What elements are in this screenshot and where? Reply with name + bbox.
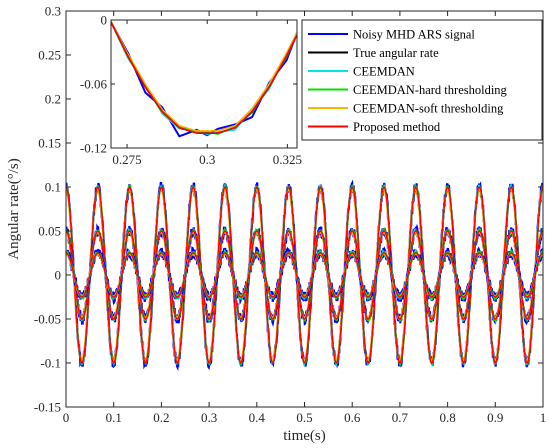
legend-box xyxy=(301,19,543,141)
legend-label-ceemdan-soft-thresholding: CEEMDAN-soft thresholding xyxy=(353,102,504,116)
y-tick-label: 0.1 xyxy=(45,180,61,195)
series-line-proposed-method-component-3 xyxy=(66,252,543,298)
main-plot-series xyxy=(66,179,543,372)
y-tick-label: -0.05 xyxy=(34,312,61,327)
inset-x-tick-label: 0.275 xyxy=(112,152,141,167)
x-tick-label: 0.4 xyxy=(249,410,266,425)
inset-series-line-ceemdan-soft-thresholding xyxy=(111,20,297,132)
inset-plot: 0.275 0.3 0.325 -0.12 -0.06 0 xyxy=(80,13,302,168)
series-line-proposed-method-component-1 xyxy=(66,186,543,364)
x-tick-label: 0.6 xyxy=(344,410,361,425)
inset-y-tick-label: 0 xyxy=(101,13,108,28)
y-tick-label: 0.05 xyxy=(38,224,61,239)
main-axes: 0 0.1 0.2 0.3 0.4 0.5 0.6 0.7 0.8 0.9 1 -0.15 -0.1 -0… xyxy=(34,4,546,426)
y-tick-label: 0.2 xyxy=(45,92,61,107)
y-axis-label: Angular rate(°/s) xyxy=(6,158,22,259)
x-tick-label: 0.5 xyxy=(296,410,312,425)
y-tick-label: -0.1 xyxy=(40,356,61,371)
x-tick-label: 1 xyxy=(540,410,547,425)
y-tick-label: 0.15 xyxy=(38,136,61,151)
legend-label-ceemdan: CEEMDAN xyxy=(353,65,415,79)
series-line-proposed-method-component-2 xyxy=(66,230,543,320)
inset-y-tick-label: -0.12 xyxy=(80,141,107,156)
x-tick-label: 0.2 xyxy=(153,410,169,425)
x-tick-label: 0 xyxy=(63,410,70,425)
legend: Noisy MHD ARS signal True angular rate CEE… xyxy=(301,19,543,141)
x-tick-label: 0.3 xyxy=(201,410,217,425)
x-tick-label: 0.7 xyxy=(392,410,409,425)
inset-y-tick-label: -0.06 xyxy=(80,77,108,92)
y-tick-label: 0 xyxy=(55,268,62,283)
x-tick-label: 0.8 xyxy=(439,410,455,425)
y-tick-label: -0.15 xyxy=(34,400,61,415)
series-line-ceemdan-soft-thresholding-component-1 xyxy=(66,188,543,362)
legend-label-ceemdan-hard-thresholding: CEEMDAN-hard thresholding xyxy=(353,83,508,97)
x-tick-label: 0.9 xyxy=(487,410,503,425)
series-line-ceemdan-soft-thresholding-component-2 xyxy=(66,231,543,319)
y-tick-label: 0.3 xyxy=(45,4,61,19)
legend-label-true-angular-rate: True angular rate xyxy=(353,46,439,60)
inset-series-line-proposed-method xyxy=(111,21,297,134)
y-tick-label: 0.25 xyxy=(38,48,61,63)
inset-x-tick-label: 0.3 xyxy=(199,152,215,167)
legend-label-proposed-method: Proposed method xyxy=(353,120,441,134)
inset-x-tick-label: 0.325 xyxy=(273,152,302,167)
x-axis-label: time(s) xyxy=(283,428,326,444)
legend-label-noisy-mhd-ars-signal: Noisy MHD ARS signal xyxy=(353,28,475,42)
x-tick-label: 0.1 xyxy=(106,410,122,425)
